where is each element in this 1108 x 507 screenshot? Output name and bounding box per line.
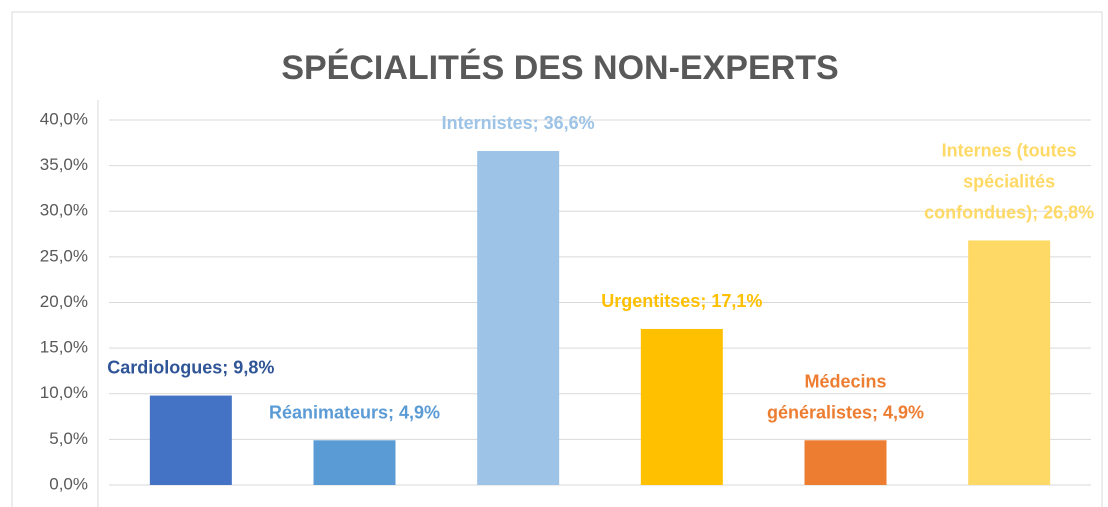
data-label: Urgentitses; 17,1% (601, 291, 762, 311)
y-tick-label: 0,0% (49, 474, 88, 493)
y-tick-label: 35,0% (40, 155, 88, 174)
bar (968, 240, 1051, 485)
bar (149, 395, 232, 485)
y-tick-label: 15,0% (40, 338, 88, 357)
data-label-line: Internistes; 36,6% (442, 113, 595, 133)
data-label: Internistes; 36,6% (442, 113, 595, 133)
y-tick-label: 40,0% (40, 109, 88, 128)
data-label-line: généralistes; 4,9% (767, 402, 924, 422)
data-label: Médecins généralistes; 4,9% (767, 371, 924, 422)
y-tick-label: 10,0% (40, 383, 88, 402)
bar (804, 440, 887, 485)
data-label: Internes (toutes spécialités confondues); … (924, 140, 1094, 222)
data-label: Réanimateurs; 4,9% (269, 402, 440, 422)
bar (477, 151, 560, 485)
bar (640, 328, 723, 485)
data-label-line: Urgentitses; 17,1% (601, 291, 762, 311)
chart-frame (11, 11, 1103, 507)
data-label-line: Médecins (804, 371, 886, 391)
data-label-line: confondues); 26,8% (924, 202, 1094, 222)
y-tick-label: 5,0% (49, 429, 88, 448)
data-label-line: spécialités (963, 171, 1055, 191)
y-tick-label: 20,0% (40, 292, 88, 311)
y-tick-label: 25,0% (40, 246, 88, 265)
data-label-line: Réanimateurs; 4,9% (269, 402, 440, 422)
data-label-line: Cardiologues; 9,8% (107, 357, 274, 377)
data-label: Cardiologues; 9,8% (107, 357, 274, 377)
y-tick-label: 30,0% (40, 201, 88, 220)
chart-title: SPÉCIALITÉS DES NON-EXPERTS (281, 49, 838, 87)
bar (313, 440, 396, 485)
data-label-line: Internes (toutes (942, 140, 1077, 160)
